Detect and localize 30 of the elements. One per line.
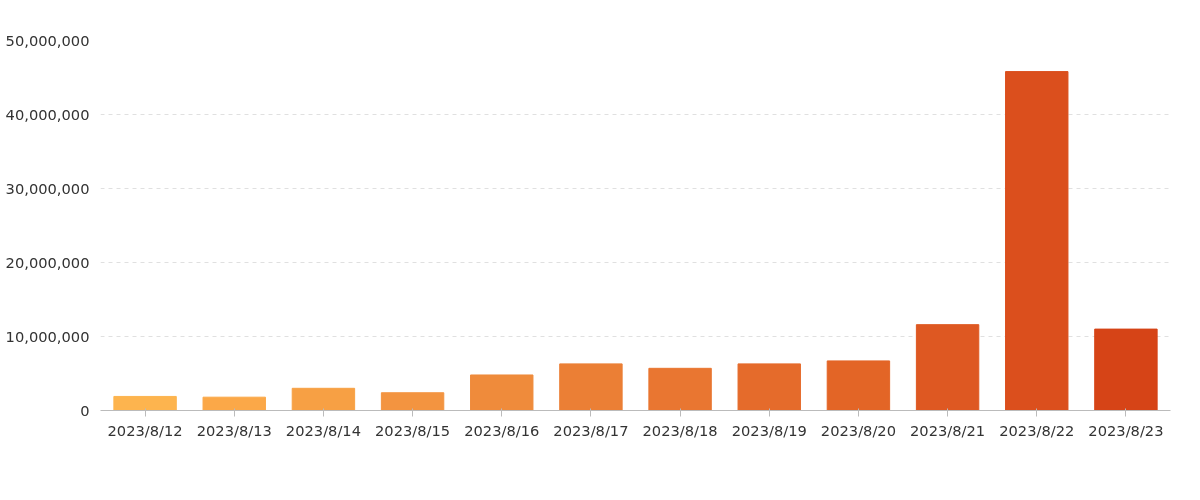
y-tick-label: 20,000,000 <box>5 253 90 271</box>
x-tick-label: 2023/8/15 <box>375 421 451 439</box>
bar <box>737 363 801 411</box>
x-tick-label: 2023/8/19 <box>731 421 807 439</box>
x-tick-label: 2023/8/13 <box>196 421 272 439</box>
x-tick-label: 2023/8/12 <box>107 421 183 439</box>
x-tick-label: 2023/8/23 <box>1088 421 1164 439</box>
x-tick-label: 2023/8/22 <box>999 421 1075 439</box>
bar <box>648 367 712 411</box>
bar <box>1094 328 1158 411</box>
x-tick-label: 2023/8/17 <box>553 421 629 439</box>
x-tick-label: 2023/8/18 <box>642 421 718 439</box>
bar <box>470 374 534 411</box>
bar <box>380 392 445 411</box>
bar <box>113 395 177 411</box>
x-tick-label: 2023/8/21 <box>910 421 986 439</box>
y-tick-label: 0 <box>80 401 90 419</box>
bar <box>559 363 623 411</box>
bar <box>915 324 980 411</box>
bar <box>1005 71 1069 411</box>
bar <box>291 387 356 411</box>
y-tick-label: 40,000,000 <box>5 105 90 123</box>
bar <box>826 360 891 411</box>
x-tick-label: 2023/8/16 <box>464 421 540 439</box>
x-tick-label: 2023/8/20 <box>820 421 896 439</box>
bar <box>202 396 266 411</box>
y-tick-label: 50,000,000 <box>5 31 90 49</box>
y-tick-label: 30,000,000 <box>5 179 90 197</box>
x-tick-label: 2023/8/14 <box>285 421 361 439</box>
y-tick-label: 10,000,000 <box>5 327 90 345</box>
